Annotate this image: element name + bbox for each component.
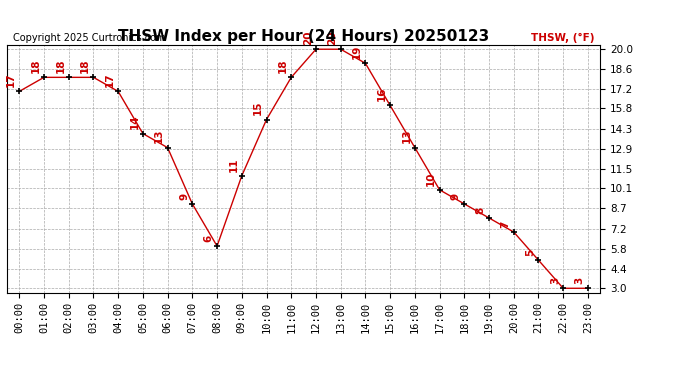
Text: 20: 20 [327,30,337,45]
Text: 18: 18 [30,58,41,73]
Text: 6: 6 [204,235,214,242]
Text: 18: 18 [55,58,66,73]
Text: 3: 3 [575,277,584,284]
Text: 13: 13 [402,129,411,144]
Text: Copyright 2025 Curtronics.com: Copyright 2025 Curtronics.com [13,33,166,42]
Text: THSW, (°F): THSW, (°F) [531,33,594,42]
Text: 16: 16 [377,87,387,101]
Text: 3: 3 [550,277,560,284]
Text: 9: 9 [179,193,189,200]
Text: 18: 18 [80,58,90,73]
Text: 9: 9 [451,193,461,200]
Text: 10: 10 [426,171,436,186]
Text: 13: 13 [155,129,164,144]
Title: THSW Index per Hour (24 Hours) 20250123: THSW Index per Hour (24 Hours) 20250123 [118,29,489,44]
Text: 15: 15 [253,101,263,116]
Text: 8: 8 [475,207,486,214]
Text: 5: 5 [525,249,535,256]
Text: 17: 17 [105,73,115,87]
Text: 14: 14 [130,115,139,129]
Text: 20: 20 [303,30,313,45]
Text: 11: 11 [228,157,239,172]
Text: 17: 17 [6,73,16,87]
Text: 18: 18 [278,58,288,73]
Text: 19: 19 [352,45,362,59]
Text: 7: 7 [500,220,511,228]
